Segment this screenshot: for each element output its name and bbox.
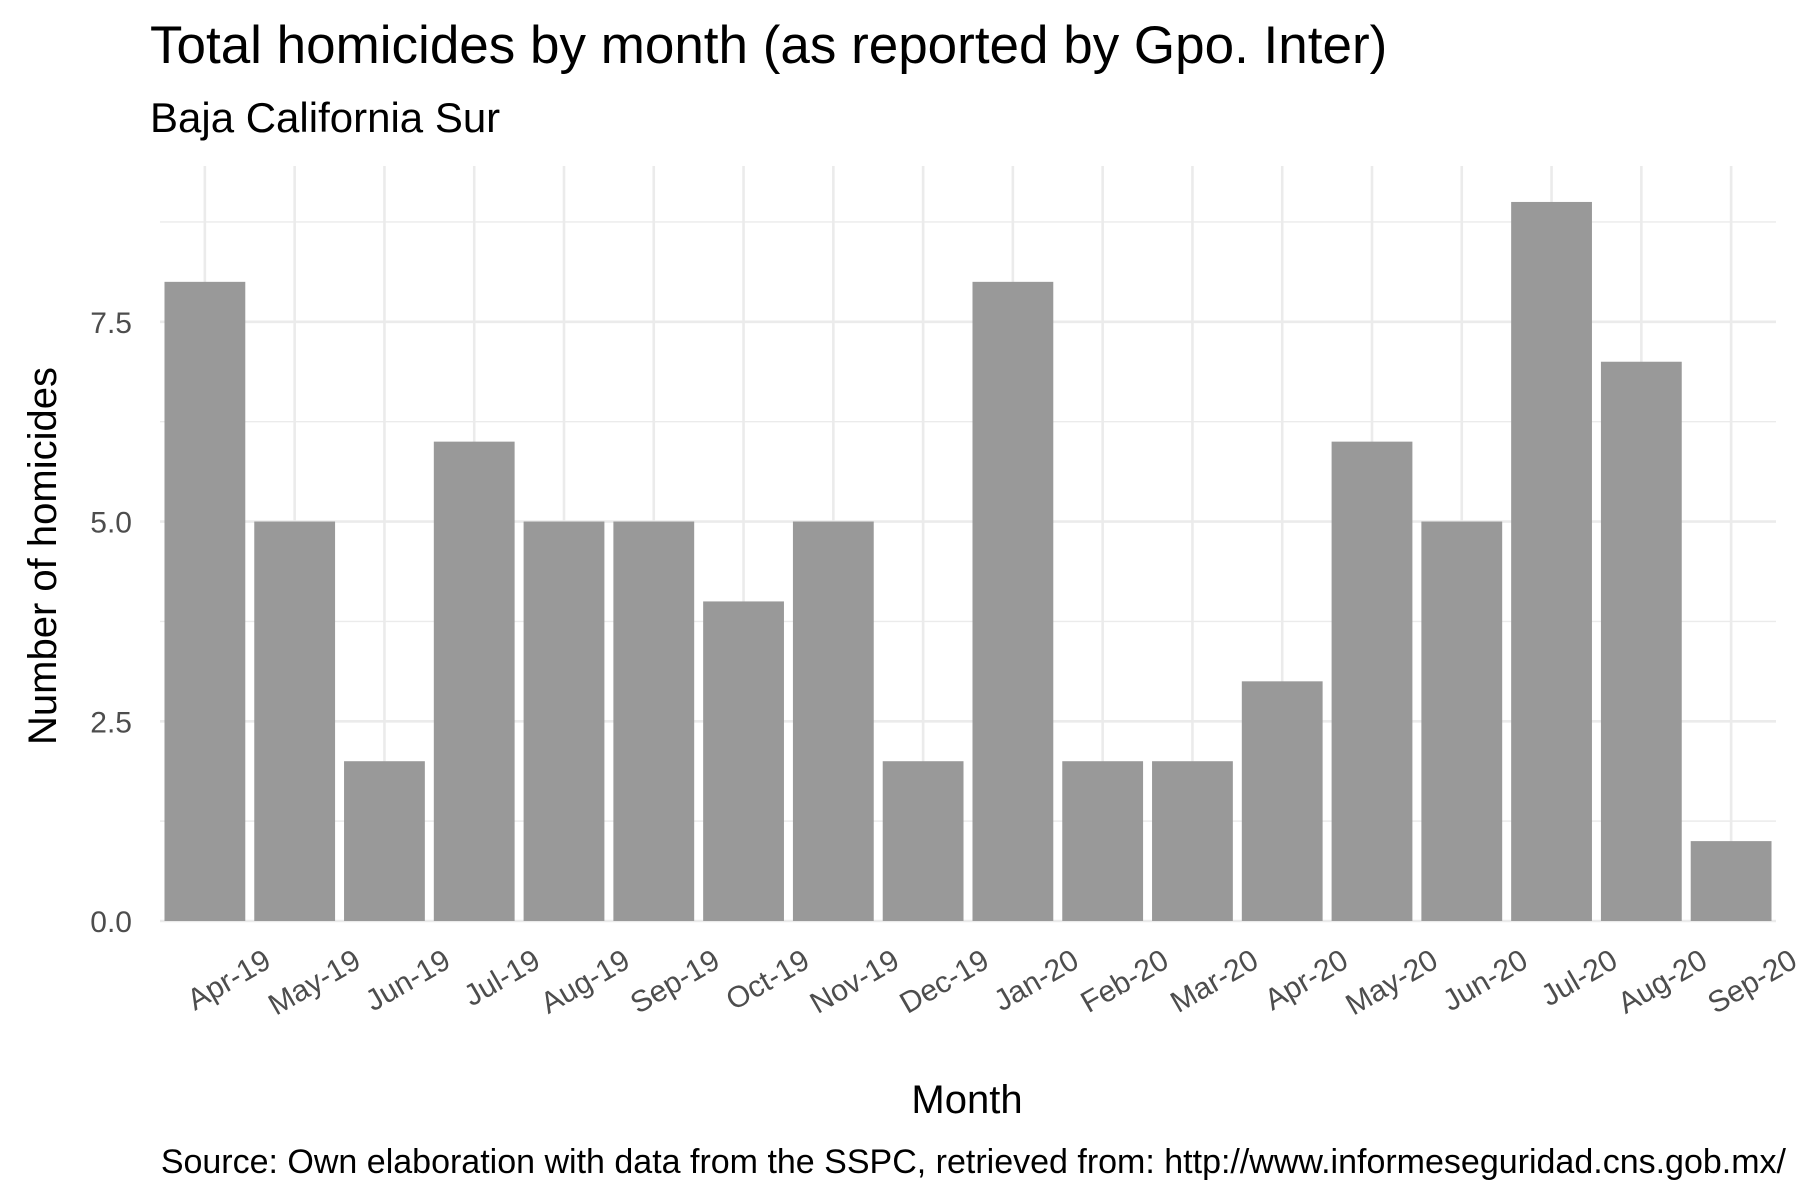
bar-Mar-20 [1152,761,1233,921]
x-tick-label: Jan-20 [988,943,1084,1017]
x-tick-label: Aug-20 [1613,943,1713,1020]
x-tick-label: Jun-19 [360,943,456,1017]
x-axis-title: Month [911,1078,1022,1122]
y-tick-label: 5.0 [90,507,132,540]
x-tick-label: May-20 [1340,943,1443,1022]
bar-Jan-20 [972,281,1054,921]
y-axis-title: Number of homicides [21,367,65,745]
x-tick-label: Sep-20 [1702,943,1800,1020]
y-tick-label: 2.5 [90,706,132,739]
x-tick-label: Oct-19 [721,943,815,1017]
bar-Nov-19 [792,521,874,921]
bar-Aug-19 [523,521,605,921]
x-tick-label: Nov-19 [805,943,905,1020]
bar-Jul-20 [1511,201,1592,921]
x-tick-label: May-19 [263,943,366,1022]
bar-May-19 [254,521,336,921]
bar-Feb-20 [1062,761,1144,921]
bar-Apr-19 [164,281,246,921]
x-tick-label: Mar-20 [1165,943,1264,1019]
x-tick-label: Apr-19 [182,943,276,1017]
bars [164,201,1772,922]
x-tick-label: Apr-20 [1259,943,1353,1017]
x-tick-label: Jun-20 [1437,943,1533,1017]
y-tick-label: 0.0 [90,906,132,939]
x-tick-label: Jul-19 [458,943,545,1012]
bar-Sep-19 [613,521,695,921]
x-tick-label: Aug-19 [535,943,635,1020]
y-tick-label: 7.5 [90,307,132,340]
x-tick-label: Feb-20 [1075,943,1174,1019]
bar-May-20 [1331,441,1413,921]
y-axis-ticks: 0.0 2.5 5.0 7.5 [90,307,132,939]
chart-caption: Source: Own elaboration with data from t… [160,1143,1786,1181]
bar-Sep-20 [1690,841,1772,921]
bar-Jun-19 [344,761,425,921]
bar-Aug-20 [1600,361,1682,922]
bar-Oct-19 [703,601,784,921]
x-tick-label: Jul-20 [1536,943,1623,1012]
bar-Apr-20 [1241,681,1323,921]
x-tick-label: Sep-19 [625,943,725,1020]
x-tick-label: Dec-19 [894,943,994,1020]
bar-Jul-19 [433,441,515,921]
chart-title: Total homicides by month (as reported by… [150,16,1388,75]
chart-subtitle: Baja California Sur [150,94,501,141]
bar-Jun-20 [1421,521,1503,921]
bar-Dec-19 [882,761,964,921]
